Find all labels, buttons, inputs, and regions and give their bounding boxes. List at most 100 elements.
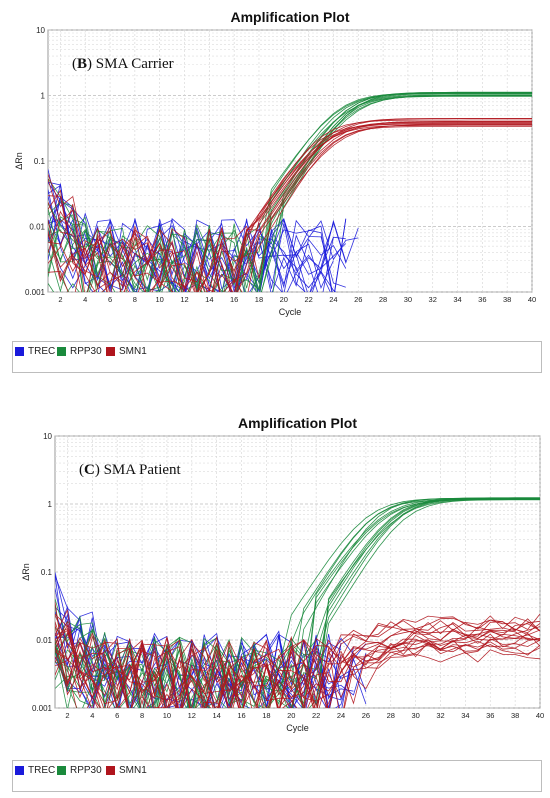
- legend-item-smn1: SMN1: [106, 346, 147, 357]
- x-tick-label: 20: [280, 295, 288, 304]
- x-tick-label: 4: [90, 711, 94, 720]
- legend-label-trec: TREC: [28, 346, 56, 357]
- x-tick-label: 2: [65, 711, 69, 720]
- series-line-smn1: [55, 644, 540, 708]
- x-tick-label: 16: [237, 711, 245, 720]
- chart-title: Amplification Plot: [238, 415, 357, 431]
- x-tick-label: 40: [536, 711, 544, 720]
- panel-annotation: (C) SMA Patient: [79, 462, 182, 478]
- y-tick-label: 1: [41, 92, 46, 101]
- x-tick-label: 40: [528, 295, 536, 304]
- x-tick-label: 6: [115, 711, 119, 720]
- x-tick-label: 12: [188, 711, 196, 720]
- series-line-smn1: [48, 123, 532, 292]
- y-axis-label: ΔRn: [14, 152, 24, 170]
- x-tick-label: 26: [354, 295, 362, 304]
- legend-b: TREC RPP30 SMN1: [12, 341, 542, 373]
- x-tick-label: 30: [411, 711, 419, 720]
- legend-item-trec: TREC: [15, 346, 55, 357]
- series-line-trec: [48, 200, 359, 292]
- y-tick-label: 0.001: [25, 288, 46, 297]
- trec-swatch: [15, 766, 24, 775]
- y-tick-label: 1: [48, 500, 53, 509]
- series-line-smn1: [55, 602, 540, 708]
- x-tick-label: 26: [362, 711, 370, 720]
- legend-item-trec: TREC: [15, 765, 55, 776]
- series-line-smn1: [55, 613, 540, 708]
- chart-title: Amplification Plot: [231, 9, 350, 25]
- legend-item-smn1: SMN1: [106, 765, 147, 776]
- series-line-smn1: [48, 126, 532, 292]
- x-tick-label: 24: [329, 295, 337, 304]
- x-tick-label: 16: [230, 295, 238, 304]
- x-tick-label: 34: [461, 711, 469, 720]
- x-tick-label: 36: [478, 295, 486, 304]
- x-axis-label: Cycle: [279, 307, 302, 317]
- series-line-trec: [48, 218, 347, 292]
- x-tick-label: 18: [262, 711, 270, 720]
- y-tick-label: 10: [36, 26, 45, 35]
- series-line-rpp30: [55, 497, 540, 708]
- series-line-smn1: [55, 633, 540, 708]
- x-tick-label: 38: [511, 711, 519, 720]
- smn1-swatch: [106, 347, 115, 356]
- x-tick-label: 22: [312, 711, 320, 720]
- series-line-trec: [55, 623, 354, 708]
- x-tick-label: 10: [156, 295, 164, 304]
- x-axis-label: Cycle: [286, 723, 309, 733]
- x-tick-label: 12: [180, 295, 188, 304]
- x-tick-label: 28: [379, 295, 387, 304]
- series-line-smn1: [55, 617, 540, 708]
- x-tick-label: 32: [429, 295, 437, 304]
- series-line-smn1: [55, 618, 540, 708]
- x-tick-label: 8: [140, 711, 144, 720]
- legend-label-trec: TREC: [28, 765, 56, 776]
- legend-item-rpp30: RPP30: [57, 765, 102, 776]
- trec-swatch: [15, 347, 24, 356]
- x-tick-label: 36: [486, 711, 494, 720]
- rpp30-swatch: [57, 766, 66, 775]
- y-tick-label: 0.1: [41, 568, 53, 577]
- legend-label-rpp30: RPP30: [70, 765, 102, 776]
- y-axis-label: ΔRn: [21, 563, 31, 581]
- series-group: [48, 91, 532, 292]
- x-tick-label: 24: [337, 711, 345, 720]
- y-tick-label: 10: [43, 432, 52, 441]
- x-tick-label: 4: [83, 295, 87, 304]
- legend-label-smn1: SMN1: [119, 765, 147, 776]
- panel-annotation: (B) SMA Carrier: [72, 56, 174, 72]
- series-group: [55, 497, 540, 708]
- x-tick-label: 38: [503, 295, 511, 304]
- x-tick-label: 8: [133, 295, 137, 304]
- rpp30-swatch: [57, 347, 66, 356]
- x-tick-label: 20: [287, 711, 295, 720]
- x-tick-label: 2: [58, 295, 62, 304]
- legend-c: TREC RPP30 SMN1: [12, 760, 542, 792]
- x-tick-label: 18: [255, 295, 263, 304]
- x-tick-label: 28: [387, 711, 395, 720]
- legend-label-smn1: SMN1: [119, 346, 147, 357]
- y-tick-label: 0.001: [32, 704, 53, 713]
- x-tick-label: 22: [304, 295, 312, 304]
- series-line-smn1: [48, 118, 532, 292]
- x-tick-label: 14: [205, 295, 213, 304]
- x-tick-label: 34: [453, 295, 461, 304]
- y-tick-label: 0.01: [29, 223, 45, 232]
- x-tick-label: 6: [108, 295, 112, 304]
- series-line-trec: [55, 572, 342, 708]
- legend-label-rpp30: RPP30: [70, 346, 102, 357]
- x-tick-label: 10: [163, 711, 171, 720]
- x-tick-label: 14: [212, 711, 220, 720]
- series-line-smn1: [55, 638, 540, 708]
- series-line-smn1: [48, 124, 532, 292]
- series-line-smn1: [55, 626, 540, 708]
- series-line-smn1: [48, 124, 532, 292]
- series-line-smn1: [48, 122, 532, 292]
- x-tick-label: 30: [404, 295, 412, 304]
- smn1-swatch: [106, 766, 115, 775]
- series-line-rpp30: [48, 92, 532, 292]
- series-line-smn1: [55, 608, 540, 708]
- y-tick-label: 0.1: [34, 157, 46, 166]
